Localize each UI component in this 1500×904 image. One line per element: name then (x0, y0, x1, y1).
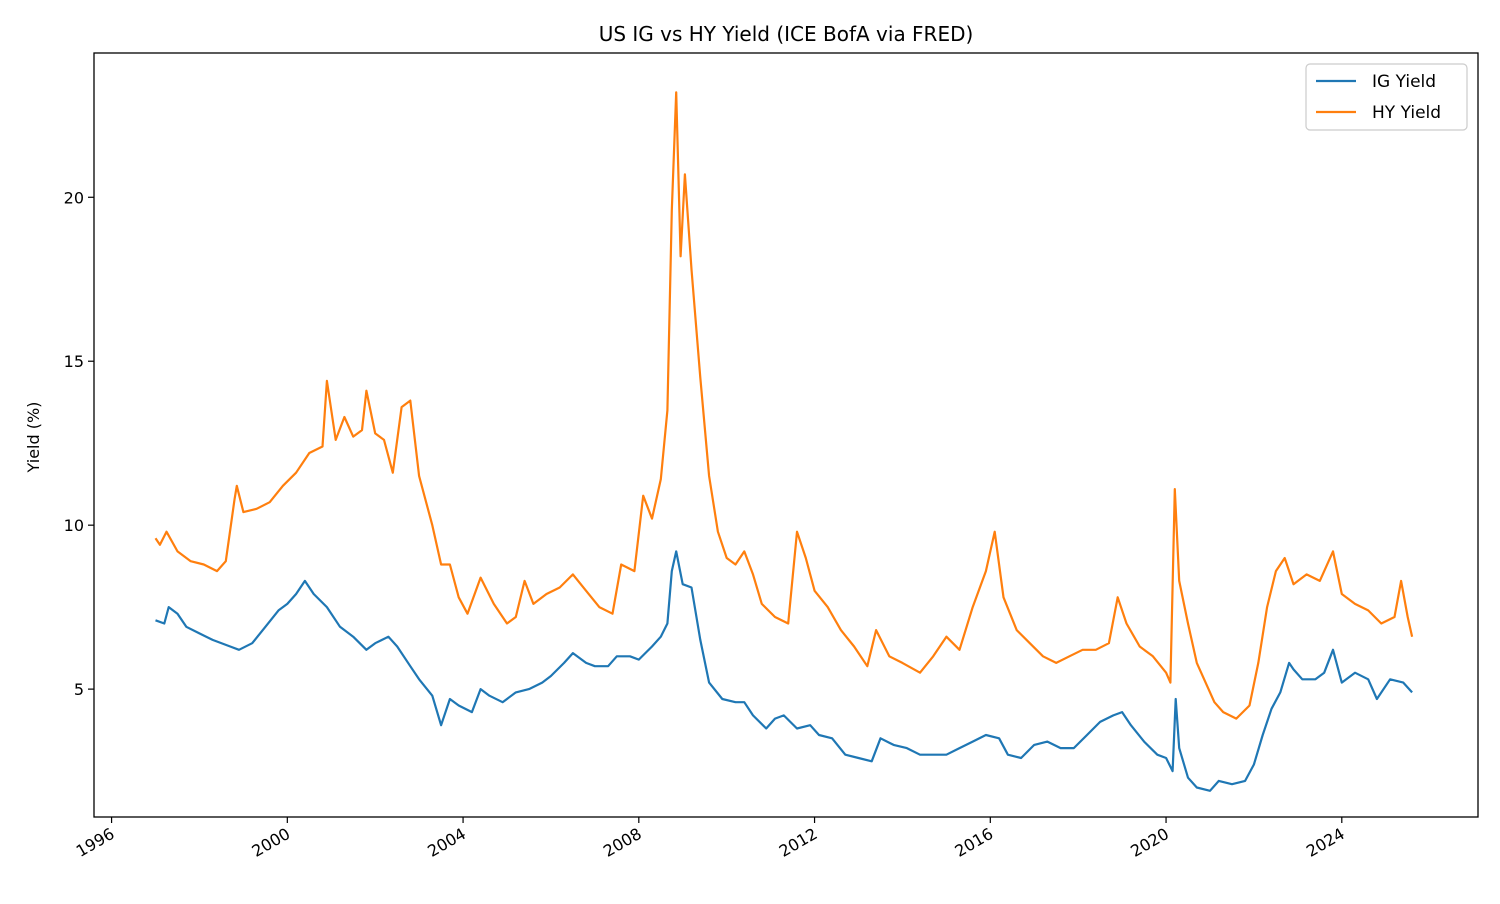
x-tick-label: 2004 (424, 824, 469, 861)
y-tick-label: 20 (64, 188, 84, 207)
plot-area-frame (93, 52, 1479, 818)
chart-title: US IG vs HY Yield (ICE BofA via FRED) (599, 22, 974, 46)
y-tick-label: 15 (64, 352, 84, 371)
x-tick-label: 2024 (1303, 824, 1348, 861)
x-tick-label: 2008 (600, 824, 645, 861)
y-axis-ticks: 5 10 15 20 (64, 188, 94, 699)
legend-label-ig-yield: IG Yield (1372, 72, 1436, 92)
x-tick-label: 2012 (776, 824, 821, 861)
legend: IG Yield HY Yield (1305, 63, 1468, 131)
x-tick-label: 1996 (73, 824, 118, 861)
series-layer (154, 91, 1414, 792)
x-axis-ticks: 1996 2000 2004 2008 2012 2016 2020 2024 (73, 817, 1348, 861)
y-axis-label: Yield (%) (24, 402, 43, 474)
series-line-ig-yield (155, 550, 1413, 792)
x-tick-label: 2020 (1127, 824, 1172, 861)
series-line-hy-yield (154, 91, 1414, 720)
x-tick-label: 2000 (249, 824, 294, 861)
y-tick-label: 5 (74, 680, 84, 699)
x-tick-label: 2016 (952, 824, 997, 861)
y-tick-label: 10 (64, 516, 84, 535)
legend-label-hy-yield: HY Yield (1372, 103, 1441, 123)
